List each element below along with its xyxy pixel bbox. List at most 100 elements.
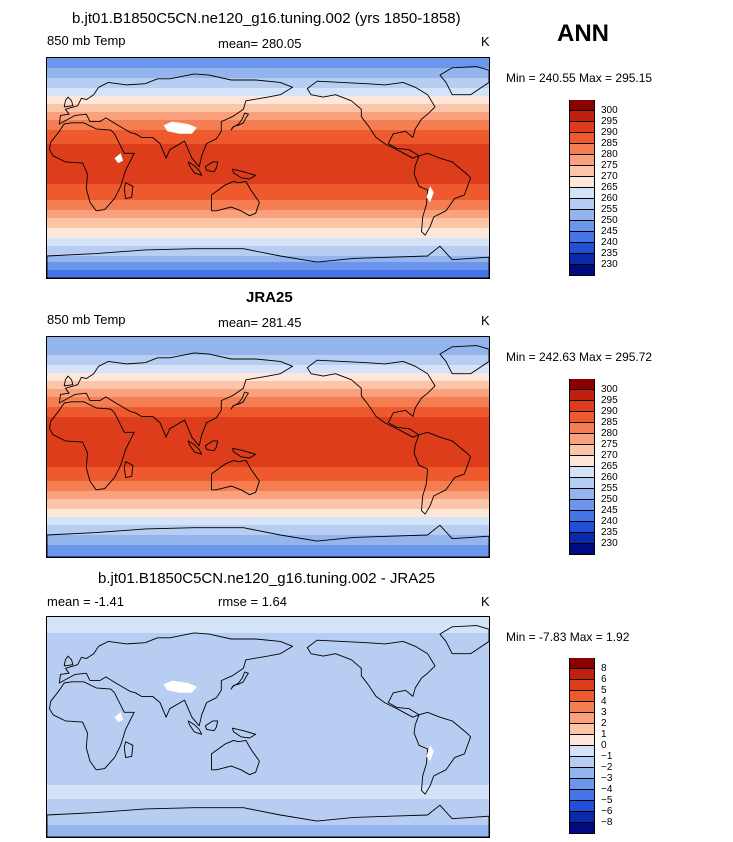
colorbar-tick-label: 275 <box>601 439 618 450</box>
field-band <box>47 819 489 822</box>
colorbar-swatch <box>569 544 595 555</box>
field-band <box>47 483 489 486</box>
field-band <box>47 389 489 392</box>
colorbar-swatch <box>569 144 595 155</box>
field-band <box>47 751 489 754</box>
field-band <box>47 539 489 542</box>
field-band <box>47 202 489 205</box>
field-band <box>47 787 489 790</box>
field-band <box>47 801 489 804</box>
field-band <box>47 445 489 448</box>
colorbar-swatch <box>569 511 595 522</box>
field-band <box>47 146 489 149</box>
colorbar-swatch <box>569 669 595 680</box>
field-band <box>47 463 489 466</box>
field-band <box>47 473 489 476</box>
field-band <box>47 481 489 484</box>
colorbar: 8 6 5 4 3 2 1 0 −1 −2 −3 −4 −5 −6 −8 <box>569 658 612 834</box>
field-band <box>47 98 489 101</box>
field-band <box>47 132 489 135</box>
field-band <box>47 138 489 141</box>
colorbar-swatch <box>569 533 595 544</box>
field-band <box>47 66 489 69</box>
colorbar-swatch <box>569 658 595 669</box>
field-band <box>47 761 489 764</box>
field-band <box>47 178 489 181</box>
coastline <box>230 391 249 410</box>
field-band <box>47 379 489 382</box>
colorbar-swatch <box>569 456 595 467</box>
field-band <box>47 365 489 368</box>
colorbar-tick-label: 0 <box>601 740 607 751</box>
colorbar-swatch <box>569 680 595 691</box>
coastline <box>230 112 249 131</box>
field-band <box>47 823 489 826</box>
field-band <box>47 663 489 666</box>
field-band <box>47 377 489 380</box>
field-band <box>47 136 489 139</box>
colorbar-tick-label: 240 <box>601 516 618 527</box>
colorbar-swatch <box>569 801 595 812</box>
field-band <box>47 661 489 664</box>
field-band <box>47 373 489 376</box>
units-label: K <box>481 594 490 609</box>
field-band <box>47 431 489 434</box>
field-band <box>47 220 489 223</box>
coastline <box>204 440 219 452</box>
field-band <box>47 779 489 782</box>
field-band <box>47 148 489 151</box>
field-band <box>47 741 489 744</box>
colorbar-tick-label: 230 <box>601 538 618 549</box>
field-band <box>47 731 489 734</box>
field-band <box>47 679 489 682</box>
field-band <box>47 723 489 726</box>
variable-label: 850 mb Temp <box>47 33 126 48</box>
field-band <box>47 391 489 394</box>
field-band <box>47 791 489 794</box>
field-band <box>47 647 489 650</box>
field-band <box>47 112 489 115</box>
colorbar: 300 295 290 285 280 275 270 265 260 255 250 245 240 2… <box>569 379 618 555</box>
coastline <box>187 720 203 735</box>
coastline <box>63 96 74 108</box>
colorbar-tick-label: −4 <box>601 784 613 795</box>
field-band <box>47 503 489 506</box>
field-band <box>47 427 489 430</box>
colorbar-tick-label: 295 <box>601 116 618 127</box>
field-band <box>47 339 489 342</box>
field-band <box>47 477 489 480</box>
field-band <box>47 232 489 235</box>
field-band <box>47 158 489 161</box>
field-band <box>47 234 489 237</box>
colorbar-tick-label: −3 <box>601 773 613 784</box>
field-band <box>47 120 489 123</box>
field-band <box>47 673 489 676</box>
colorbar-swatch <box>569 232 595 243</box>
field-band <box>47 729 489 732</box>
min-max-label: Min = 240.55 Max = 295.15 <box>506 71 653 85</box>
colorbar-swatch <box>569 390 595 401</box>
colorbar-tick-label: 4 <box>601 696 607 707</box>
masked-terrain <box>426 745 434 762</box>
colorbar-swatch <box>569 188 595 199</box>
field-band <box>47 218 489 221</box>
colorbar-swatch <box>569 691 595 702</box>
colorbar-tick-label: 265 <box>601 461 618 472</box>
field-band <box>47 210 489 213</box>
coastline <box>231 447 257 459</box>
colorbar-tick-label: 270 <box>601 450 618 461</box>
field-band <box>47 188 489 191</box>
field-band <box>47 437 489 440</box>
field-band <box>47 451 489 454</box>
field-band <box>47 521 489 524</box>
field-band <box>47 170 489 173</box>
colorbar-swatch <box>569 221 595 232</box>
field-band <box>47 106 489 109</box>
field-band <box>47 58 489 61</box>
masked-terrain <box>163 680 197 693</box>
field-band <box>47 64 489 67</box>
field-band <box>47 749 489 752</box>
map-plot <box>46 57 490 279</box>
field-band <box>47 118 489 121</box>
colorbar-tick-label: 245 <box>601 505 618 516</box>
